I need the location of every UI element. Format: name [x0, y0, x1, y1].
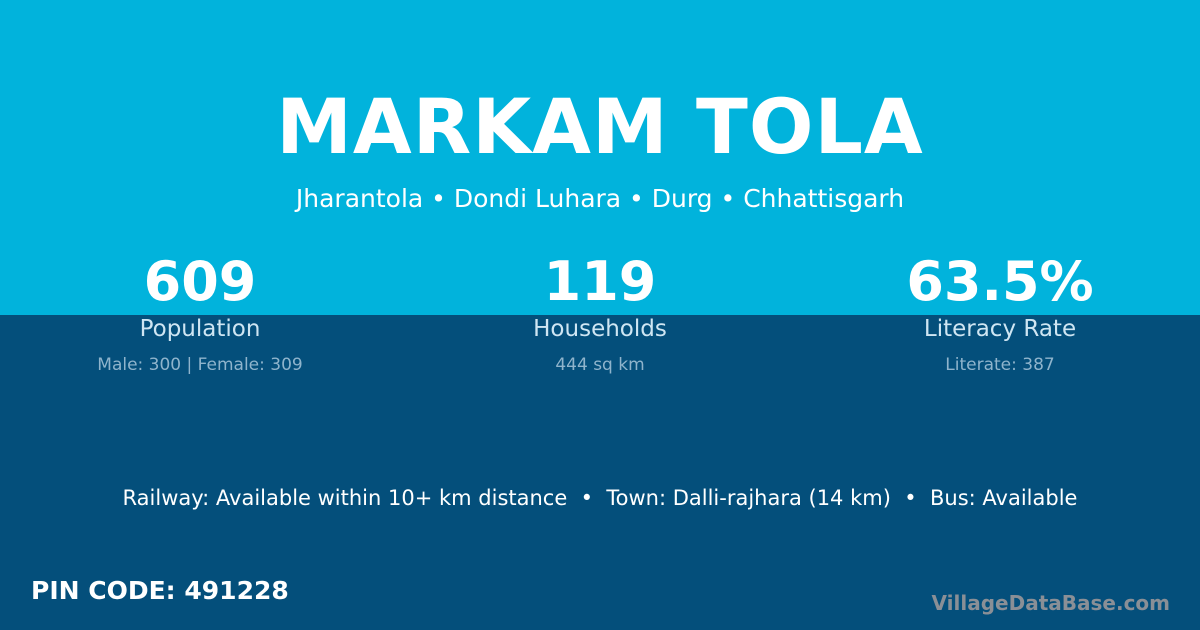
header-band — [0, 0, 1200, 315]
pin-code: PIN CODE: 491228 — [31, 576, 289, 605]
population-detail: Male: 300 | Female: 309 — [97, 355, 303, 375]
literacy-label: Literacy Rate — [923, 316, 1077, 342]
households-value: 119 — [543, 250, 657, 313]
literacy-value: 63.5% — [906, 250, 1094, 313]
village-title: MARKAM TOLA — [276, 82, 924, 171]
footer-band — [0, 315, 1200, 630]
amenities-info: Railway: Available within 10+ km distanc… — [122, 486, 1078, 510]
literate-detail: Literate: 387 — [945, 355, 1055, 375]
population-label: Population — [139, 316, 261, 342]
population-value: 609 — [143, 250, 257, 313]
site-logo: VillageDataBase.com — [931, 591, 1170, 615]
location-breadcrumb: Jharantola • Dondi Luhara • Durg • Chhat… — [295, 184, 905, 213]
area-detail: 444 sq km — [555, 355, 645, 375]
households-label: Households — [533, 316, 667, 342]
